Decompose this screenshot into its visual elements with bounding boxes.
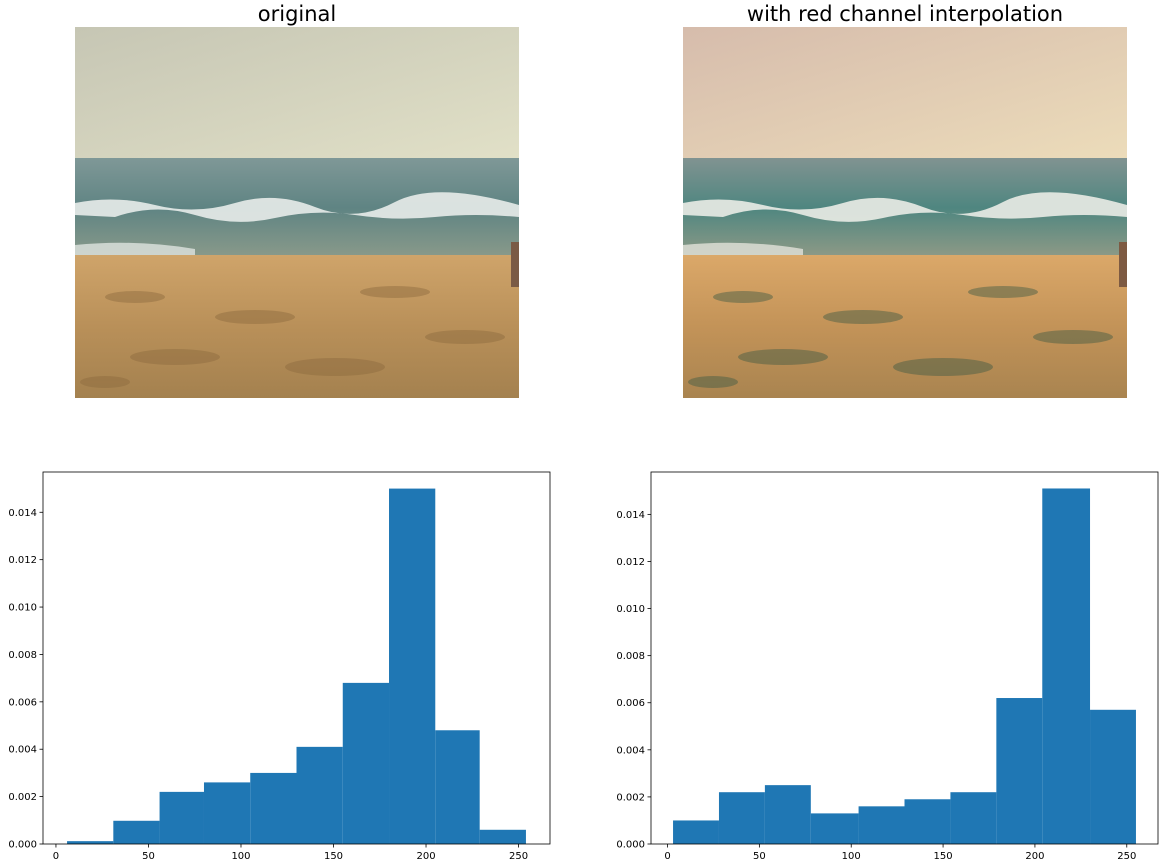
interpolated-bar-7 <box>996 698 1043 844</box>
original-bar-1 <box>113 820 160 844</box>
original-x-tick-label-0: 0 <box>53 851 59 862</box>
interpolated-y-tick-label-2: 0.004 <box>616 745 645 756</box>
interpolated-bar-1 <box>718 792 765 844</box>
left-panel-title: original <box>257 2 337 26</box>
interpolated-y-tick-label-5: 0.010 <box>616 604 645 615</box>
interpolated-y-tick-label-6: 0.012 <box>616 557 645 568</box>
interpolated-x-tick-label-3: 150 <box>934 851 953 862</box>
original-histogram: 0 50 100 150 200 250 0.000 0.002 0.004 0.006 0.008… <box>0 462 560 867</box>
original-bar-5 <box>296 746 343 844</box>
interpolated-y-tick-label-3: 0.006 <box>616 698 645 709</box>
original-y-tick-label-4: 0.008 <box>8 650 37 661</box>
original-y-tick-label-6: 0.012 <box>8 555 37 566</box>
original-y-tick-label-3: 0.006 <box>8 697 37 708</box>
original-bar-8 <box>435 730 480 844</box>
interpolated-x-tick-label-0: 0 <box>664 851 670 862</box>
original-y-tick-label-0: 0.000 <box>8 840 37 851</box>
original-axes-frame <box>42 471 551 845</box>
interpolated-beach-photo <box>683 27 1127 398</box>
interpolated-y-tick-label-4: 0.008 <box>616 651 645 662</box>
original-x-tick-label-5: 250 <box>509 851 528 862</box>
interpolated-bar-5 <box>904 799 951 844</box>
original-x-tick-label-3: 150 <box>324 851 343 862</box>
original-bar-4 <box>250 772 297 844</box>
original-y-tick-label-7: 0.014 <box>8 508 37 519</box>
interpolated-bar-3 <box>810 813 859 844</box>
original-x-tick-label-2: 100 <box>231 851 250 862</box>
original-x-tick-label-4: 200 <box>416 851 435 862</box>
interpolated-bar-2 <box>764 785 811 844</box>
original-bar-0 <box>67 841 114 844</box>
interpolated-x-tick-label-4: 200 <box>1025 851 1044 862</box>
original-bar-9 <box>479 829 526 844</box>
right-panel-title: with red channel interpolation <box>746 2 1064 26</box>
original-bar-2 <box>159 791 204 844</box>
interpolated-y-tick-label-7: 0.014 <box>616 510 645 521</box>
interpolated-x-tick-label-1: 50 <box>753 851 766 862</box>
interpolated-x-tick-label-5: 250 <box>1117 851 1136 862</box>
original-beach-photo <box>75 27 519 398</box>
interpolated-x-tick-label-2: 100 <box>842 851 861 862</box>
original-y-tick-label-5: 0.010 <box>8 603 37 614</box>
interpolated-bar-8 <box>1042 488 1091 844</box>
interpolated-bar-9 <box>1090 709 1136 844</box>
interpolated-y-tick-label-1: 0.002 <box>616 792 645 803</box>
interpolated-bars <box>673 488 1136 844</box>
interpolated-bar-0 <box>673 820 719 844</box>
interpolated-histogram-svg: 0 50 100 150 200 250 0.000 0.002 0.004 0.006 0.008… <box>616 471 1159 862</box>
original-y-tick-label-1: 0.002 <box>8 792 37 803</box>
interpolated-y-tick-label-0: 0.000 <box>616 840 645 851</box>
original-x-tick-label-1: 50 <box>142 851 155 862</box>
interpolated-axes-frame <box>650 471 1159 845</box>
original-bar-3 <box>203 782 251 844</box>
original-y-tick-label-2: 0.004 <box>8 745 37 756</box>
original-bar-6 <box>342 682 390 844</box>
interpolated-histogram: 0 50 100 150 200 250 0.000 0.002 0.004 0.006 0.008… <box>600 462 1169 867</box>
interpolated-bar-6 <box>950 792 997 844</box>
original-bar-7 <box>389 488 436 844</box>
original-histogram-svg: 0 50 100 150 200 250 0.000 0.002 0.004 0.006 0.008… <box>8 471 551 862</box>
interpolated-bar-4 <box>858 806 905 844</box>
original-bars <box>67 488 526 844</box>
